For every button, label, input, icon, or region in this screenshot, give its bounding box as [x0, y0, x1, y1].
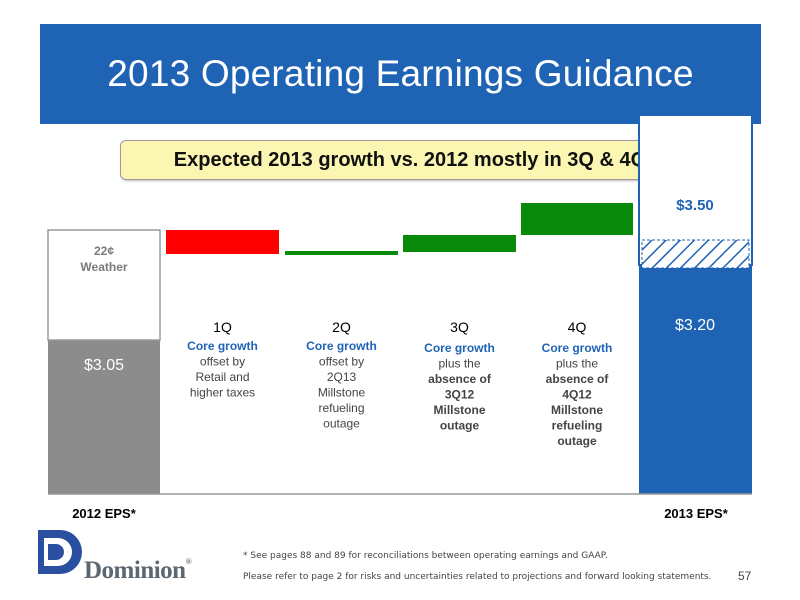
step-note-line: Core growth — [542, 341, 613, 355]
step-note-line: refueling — [552, 419, 603, 433]
step-note-line: outage — [557, 434, 597, 448]
step-note-line: offset by — [319, 355, 364, 369]
weather-label: Weather — [80, 260, 127, 274]
step-note-line: Core growth — [424, 341, 495, 355]
step-note-line: Retail and — [195, 370, 249, 384]
step-note-line: refueling — [318, 401, 364, 415]
footnote: * See pages 88 and 89 for reconciliation… — [243, 551, 608, 561]
step-bar — [166, 230, 279, 254]
step-note-line: Millstone — [551, 403, 603, 417]
title-banner: 2013 Operating Earnings Guidance — [40, 24, 761, 124]
step-note-line: outage — [323, 417, 360, 431]
start-value-label: $3.05 — [84, 357, 124, 374]
end-bar-low — [639, 265, 752, 494]
end-hatched-band — [641, 239, 750, 269]
step-bar — [403, 235, 516, 252]
step-note-line: Core growth — [187, 339, 258, 353]
step-note-line: higher taxes — [190, 386, 255, 400]
step-note-line: absence of — [546, 372, 610, 386]
step-note-line: Millstone — [433, 403, 485, 417]
step-note-line: Millstone — [318, 386, 366, 400]
start-bar — [48, 340, 160, 494]
page-number: 57 — [738, 569, 752, 583]
slide-title: 2013 Operating Earnings Guidance — [107, 53, 694, 94]
step-note-line: plus the — [438, 357, 480, 371]
end-high-label: $3.50 — [676, 197, 714, 214]
step-bar — [521, 203, 633, 235]
step-note-line: Core growth — [306, 339, 377, 353]
end-category-label: 2013 EPS* — [664, 506, 729, 521]
step-note-line: 3Q12 — [445, 388, 475, 402]
weather-box — [47, 229, 161, 341]
disclaimer: Please refer to page 2 for risks and unc… — [243, 572, 712, 582]
weather-label: 22¢ — [94, 244, 114, 258]
step-category-label: 1Q — [213, 319, 232, 335]
step-note-line: plus the — [556, 357, 598, 371]
step-note-line: 4Q12 — [562, 388, 592, 402]
logo-emblem-icon — [38, 530, 82, 574]
step-note-line: 2Q13 — [327, 370, 357, 384]
callout-box: Expected 2013 growth vs. 2012 mostly in … — [120, 140, 700, 180]
step-note-line: offset by — [200, 355, 245, 369]
step-category-label: 2Q — [332, 319, 351, 335]
dominion-logo: Dominion® — [34, 528, 224, 588]
step-note-line: absence of — [428, 372, 492, 386]
logo-wordmark: Dominion® — [84, 557, 192, 584]
start-category-label: 2012 EPS* — [72, 506, 137, 521]
step-category-label: 4Q — [568, 319, 587, 335]
step-note-line: outage — [440, 419, 480, 433]
end-low-label: $3.20 — [675, 317, 715, 334]
step-category-label: 3Q — [450, 319, 469, 335]
step-bar — [285, 251, 398, 255]
